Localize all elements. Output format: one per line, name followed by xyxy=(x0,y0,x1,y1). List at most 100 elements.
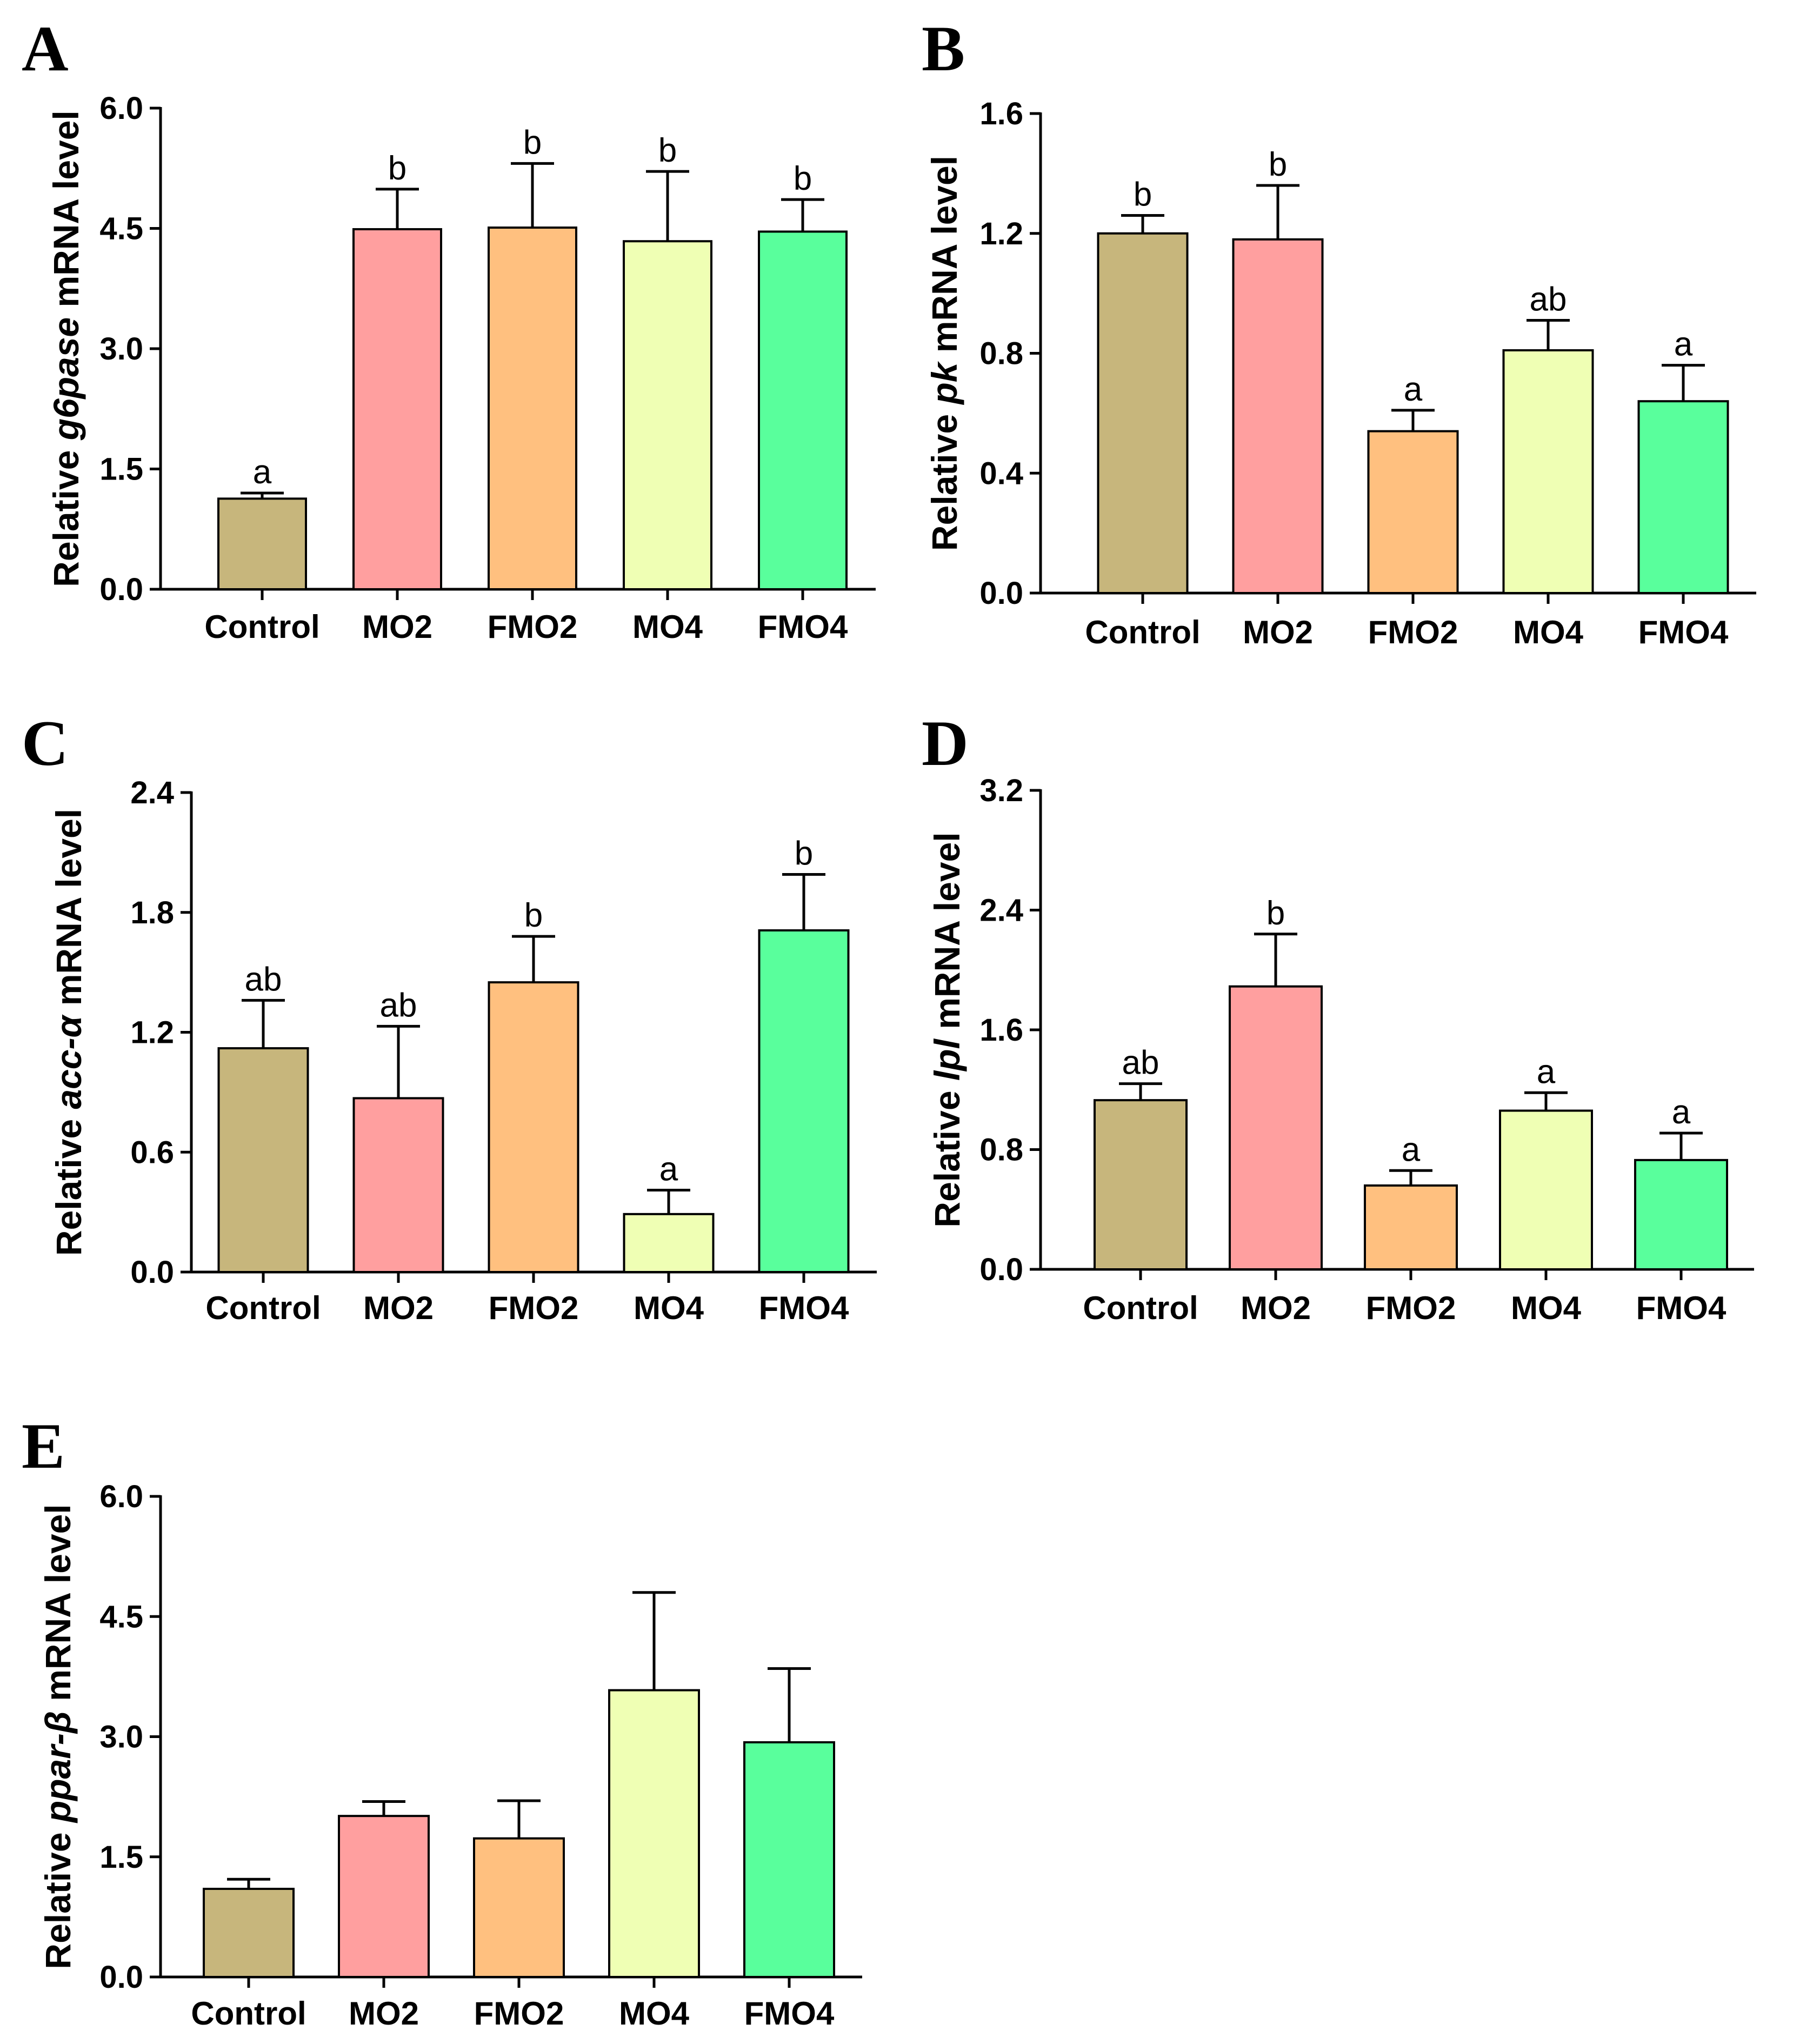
bar-mo4 xyxy=(1499,1109,1593,1270)
panel-d: D Relative lpl mRNA level 0.0 0.8 1.6 2.4 3.2 C… xyxy=(922,707,1754,1326)
panel-letter: A xyxy=(22,12,69,84)
significance-label: b xyxy=(658,132,677,169)
bar-fmo2 xyxy=(1367,430,1459,594)
y-tick-label: 3.0 xyxy=(99,331,143,367)
significance-label: ab xyxy=(1122,1044,1159,1082)
category-label: MO4 xyxy=(1513,614,1584,650)
category-label: FMO4 xyxy=(1636,1290,1727,1326)
category-label: Control xyxy=(191,1995,306,2032)
y-tick-label: 3.2 xyxy=(979,773,1023,808)
category-label: FMO4 xyxy=(744,1995,835,2032)
bar-control xyxy=(217,497,307,591)
y-axis-label-gene: pk xyxy=(924,361,964,405)
panel-letter: E xyxy=(22,1410,65,1482)
bar-mo2 xyxy=(352,228,442,590)
bar-control xyxy=(217,1047,309,1273)
category-label: Control xyxy=(204,609,319,645)
bar-fmo2 xyxy=(1364,1184,1458,1270)
y-tick-label: 0.8 xyxy=(979,1133,1023,1168)
bar-mo4 xyxy=(623,1213,715,1273)
significance-label: ab xyxy=(1530,281,1567,318)
y-tick-label: 6.0 xyxy=(99,91,143,126)
significance-label: b xyxy=(1134,176,1152,213)
category-label: FMO2 xyxy=(488,609,578,645)
category-label: FMO2 xyxy=(474,1995,564,2032)
bar-fmo4 xyxy=(1634,1159,1728,1271)
significance-label: b xyxy=(795,835,813,873)
y-axis-label-gene: acc-α xyxy=(49,1014,89,1109)
panel-a: A Relative g6pase mRNA level 0.0 1.5 3.0 4.5 6… xyxy=(22,12,876,645)
y-axis-label-suffix: mRNA level xyxy=(927,832,967,1039)
category-label: FMO4 xyxy=(758,609,848,645)
panel-letter: B xyxy=(922,12,965,84)
bar-fmo4 xyxy=(1637,400,1729,594)
panel-e: E Relative ppar-β mRNA level 0.0 1.5 3.0 4.5 6… xyxy=(22,1410,862,2032)
y-axis-label-gene: ppar-β xyxy=(38,1711,78,1823)
y-axis-label: Relative ppar-β mRNA level xyxy=(38,1504,78,1969)
y-tick-label: 0.0 xyxy=(130,1255,174,1290)
y-axis-label: Relative acc-α mRNA level xyxy=(49,809,89,1256)
y-tick-label: 4.5 xyxy=(99,1599,143,1634)
y-axis-label-suffix: mRNA level xyxy=(49,809,89,1016)
y-tick-label: 0.6 xyxy=(130,1135,174,1170)
category-label: MO4 xyxy=(1511,1290,1582,1326)
category-label: FMO4 xyxy=(1638,614,1729,650)
significance-label: ab xyxy=(245,961,282,998)
significance-label: a xyxy=(253,454,272,491)
significance-label: a xyxy=(1402,1131,1421,1168)
y-tick-label: 1.5 xyxy=(99,1840,143,1875)
bar-fmo2 xyxy=(488,227,577,590)
category-label: Control xyxy=(1083,1290,1198,1326)
y-axis-label-gene: lpl xyxy=(927,1038,967,1081)
y-axis-label-gene: g6pase xyxy=(46,317,86,441)
category-label: MO2 xyxy=(363,1290,434,1326)
significance-label: a xyxy=(1672,1094,1691,1131)
y-axis-label-prefix: Relative xyxy=(924,404,964,551)
y-axis-label-prefix: Relative xyxy=(927,1081,967,1227)
category-label: Control xyxy=(1085,614,1200,650)
y-axis-label-prefix: Relative xyxy=(38,1822,78,1969)
significance-label: b xyxy=(388,150,406,187)
significance-label: b xyxy=(524,897,543,934)
y-tick-label: 3.0 xyxy=(99,1720,143,1755)
y-tick-label: 1.6 xyxy=(979,96,1023,131)
y-axis-label: Relative g6pase mRNA level xyxy=(46,110,86,587)
y-tick-label: 1.8 xyxy=(130,895,174,930)
category-label: MO2 xyxy=(349,1995,419,2032)
y-tick-label: 6.0 xyxy=(99,1479,143,1514)
category-label: MO2 xyxy=(1243,614,1313,650)
significance-label: a xyxy=(659,1150,678,1188)
y-tick-label: 0.0 xyxy=(979,576,1023,611)
category-label: MO4 xyxy=(632,609,703,645)
panel-letter: C xyxy=(22,707,69,779)
bar-control xyxy=(203,1888,295,1978)
bar-mo2 xyxy=(338,1815,430,1979)
significance-label: b xyxy=(794,160,812,197)
bar-fmo4 xyxy=(743,1741,835,1978)
bar-fmo2 xyxy=(473,1837,565,1978)
bar-fmo4 xyxy=(758,929,850,1273)
significance-label: a xyxy=(1404,371,1423,408)
category-label: FMO2 xyxy=(489,1290,579,1326)
bar-mo4 xyxy=(1502,349,1594,594)
category-label: MO4 xyxy=(634,1290,704,1326)
y-axis-label-prefix: Relative xyxy=(46,440,86,587)
bar-control xyxy=(1094,1099,1188,1270)
y-axis-label: Relative lpl mRNA level xyxy=(927,832,967,1227)
bar-mo2 xyxy=(1232,238,1324,594)
y-tick-label: 0.0 xyxy=(99,572,143,607)
category-label: FMO4 xyxy=(759,1290,849,1326)
bar-mo2 xyxy=(1229,985,1323,1271)
category-label: MO2 xyxy=(1241,1290,1311,1326)
category-label: MO4 xyxy=(619,1995,690,2032)
significance-label: a xyxy=(1674,326,1693,363)
bar-mo4 xyxy=(608,1689,700,1978)
y-tick-label: 0.4 xyxy=(979,456,1023,491)
significance-label: b xyxy=(523,124,542,161)
significance-label: ab xyxy=(380,987,417,1024)
panel-letter: D xyxy=(922,707,969,779)
significance-label: a xyxy=(1537,1053,1556,1090)
y-tick-label: 2.4 xyxy=(130,775,174,810)
